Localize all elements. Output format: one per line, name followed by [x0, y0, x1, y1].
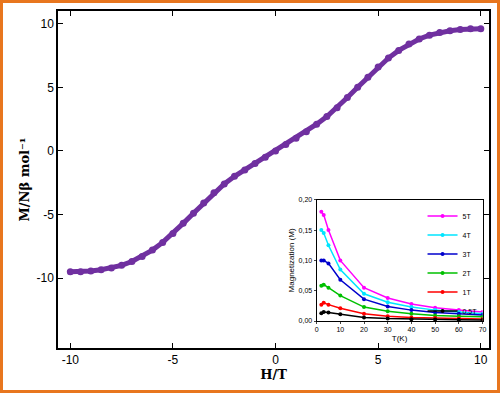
- svg-text:H/T: H/T: [260, 367, 287, 382]
- svg-text:30: 30: [384, 326, 392, 333]
- svg-text:70: 70: [479, 326, 487, 333]
- svg-text:-10: -10: [62, 353, 80, 367]
- svg-text:50: 50: [431, 326, 439, 333]
- svg-text:0.5T: 0.5T: [463, 308, 478, 315]
- svg-text:0,05: 0,05: [299, 287, 313, 294]
- svg-text:0,00: 0,00: [299, 317, 313, 324]
- svg-text:2T: 2T: [463, 270, 472, 277]
- svg-text:T(K): T(K): [392, 334, 408, 343]
- svg-text:Magnetization (M): Magnetization (M): [287, 228, 296, 292]
- svg-text:5: 5: [375, 353, 382, 367]
- svg-text:0,20: 0,20: [299, 196, 313, 203]
- svg-text:0,10: 0,10: [299, 257, 313, 264]
- svg-text:10: 10: [40, 17, 54, 31]
- svg-text:-5: -5: [168, 353, 179, 367]
- svg-text:-5: -5: [43, 208, 54, 222]
- svg-text:10: 10: [336, 326, 344, 333]
- svg-text:-10: -10: [37, 271, 55, 285]
- svg-text:5T: 5T: [463, 213, 472, 220]
- svg-text:40: 40: [408, 326, 416, 333]
- svg-text:5: 5: [47, 81, 54, 95]
- svg-text:0: 0: [315, 326, 319, 333]
- svg-text:3T: 3T: [463, 251, 472, 258]
- svg-text:1T: 1T: [463, 289, 472, 296]
- svg-text:0: 0: [47, 144, 54, 158]
- svg-text:4T: 4T: [463, 232, 472, 239]
- svg-text:0: 0: [272, 353, 279, 367]
- svg-text:0,15: 0,15: [299, 227, 313, 234]
- svg-text:20: 20: [360, 326, 368, 333]
- svg-text:10: 10: [474, 353, 488, 367]
- svg-text:M/Nβ mol⁻¹: M/Nβ mol⁻¹: [17, 137, 32, 221]
- svg-text:60: 60: [455, 326, 463, 333]
